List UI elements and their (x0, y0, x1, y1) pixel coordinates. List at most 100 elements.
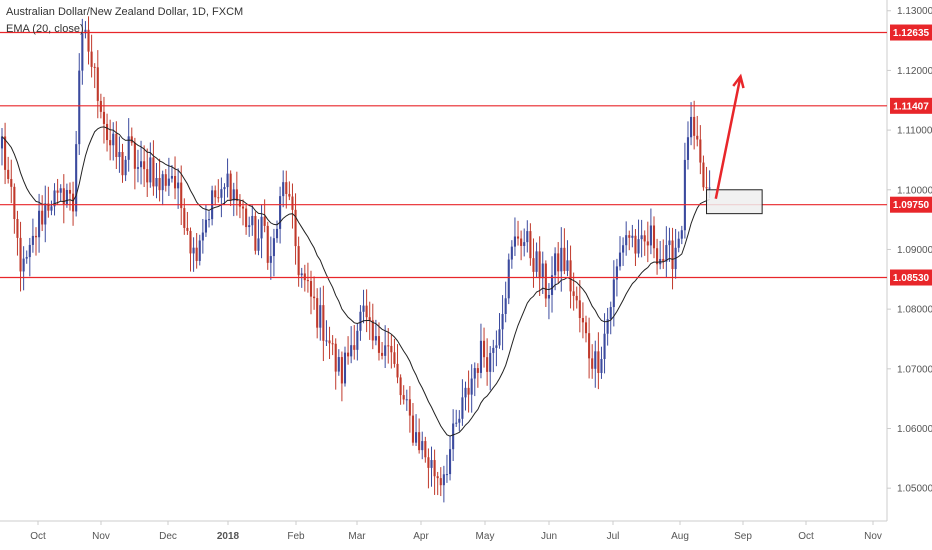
candle-body (343, 352, 347, 384)
candle-body (415, 432, 418, 443)
candle-body (25, 257, 28, 259)
chart-title: Australian Dollar/New Zealand Dollar, 1D… (6, 6, 244, 18)
candle-body (164, 174, 167, 186)
target-zone-box[interactable] (706, 189, 763, 215)
candle-body (387, 345, 390, 347)
x-tick-label: Oct (30, 531, 46, 542)
candle-body (547, 294, 550, 299)
candle-body (288, 193, 291, 197)
candle-body (266, 225, 269, 263)
y-axis-labels: 1.13000 1.12000 1.11000 1.10000 1.09000 1.080… (887, 6, 932, 495)
x-tick-label: Jul (607, 531, 620, 542)
candle-body (118, 151, 121, 158)
candle-body (146, 169, 149, 183)
candle-body (523, 242, 526, 246)
candle-body (560, 247, 563, 272)
candle-body (238, 200, 241, 207)
candle-body (201, 232, 204, 241)
candle-body (155, 177, 158, 187)
candle-body (356, 330, 359, 350)
candle-body (436, 476, 439, 479)
candle-body (22, 258, 25, 272)
candle-body (214, 190, 217, 198)
candle-body (136, 167, 140, 169)
candle-body (84, 29, 87, 34)
candle-body (516, 236, 520, 239)
candle-body (19, 237, 22, 272)
candle-body (291, 196, 294, 210)
candle-body (269, 256, 272, 263)
candle-body (476, 368, 479, 373)
candle-body (442, 474, 445, 486)
candle-body (158, 177, 161, 191)
candle-body (272, 238, 275, 257)
candle-body (535, 251, 538, 272)
candle-body (495, 345, 498, 348)
candle-body (13, 186, 16, 220)
candle-body (427, 457, 430, 468)
candle-body (285, 182, 288, 194)
candle-body (260, 216, 263, 239)
candle-body (34, 235, 38, 238)
candle-body (362, 305, 365, 312)
y-tick-label: 1.12000 (897, 66, 932, 77)
candle-body (90, 51, 93, 67)
candle-body (449, 449, 452, 475)
candle-body (702, 162, 705, 188)
y-tick-label: 1.05000 (897, 484, 932, 495)
annotations[interactable] (706, 73, 763, 215)
horizontal-levels[interactable]: 1.12635 1.11407 1.09750 1.08530 (0, 24, 932, 286)
candle-body (44, 203, 47, 225)
candle-body (458, 418, 461, 423)
candle-body (520, 238, 523, 246)
candle-body (532, 258, 535, 272)
level-price-label: 1.08530 (893, 273, 930, 284)
candle-body (513, 236, 516, 247)
candle-body (470, 378, 473, 395)
candle-body (28, 244, 31, 258)
candle-body (102, 111, 106, 124)
candle-body (124, 159, 127, 176)
candle-body (254, 215, 257, 251)
candle-body (41, 210, 44, 225)
candle-body (402, 395, 405, 400)
candle-body (482, 340, 486, 358)
candle-body (106, 123, 109, 141)
candle-body (473, 368, 476, 379)
candle-body (198, 240, 201, 261)
x-tick-label: Aug (671, 531, 689, 542)
candle-body (121, 151, 124, 176)
level-price-tag (890, 269, 932, 286)
candle-body (538, 251, 541, 279)
candle-body (87, 29, 90, 52)
candle-body (433, 460, 436, 477)
x-tick-label: Dec (159, 531, 177, 542)
level-price-tag (890, 97, 932, 114)
x-axis-labels: Oct Nov Dec 2018 Feb Mar Apr May Jun Jul Aug Sep Oct… (30, 521, 882, 542)
candle-body (331, 343, 334, 345)
candle-body (393, 352, 396, 364)
candle-body (597, 351, 600, 373)
x-tick-label: Oct (798, 531, 814, 542)
candle-body (294, 209, 297, 247)
candle-body (526, 231, 529, 243)
candle-body (204, 219, 207, 233)
candle-body (405, 399, 408, 401)
candle-body (612, 279, 615, 308)
candle-body (591, 358, 594, 369)
candle-body (0, 136, 4, 149)
candle-body (300, 273, 303, 276)
candle-body (640, 235, 643, 240)
candle-body (10, 178, 13, 187)
candle-body (588, 333, 591, 359)
candle-body (189, 230, 192, 254)
candle-body (461, 397, 464, 419)
candle-body (557, 253, 560, 272)
candle-body (161, 174, 164, 191)
candle-body (594, 351, 597, 369)
candle-body (430, 460, 433, 468)
up-arrow-shaft[interactable] (714, 76, 742, 199)
x-tick-label: Apr (413, 531, 429, 542)
y-tick-label: 1.08000 (897, 305, 932, 316)
